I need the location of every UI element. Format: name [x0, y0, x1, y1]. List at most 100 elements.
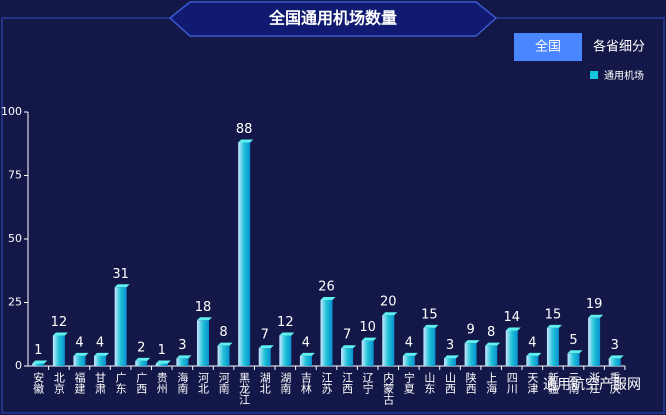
bar	[52, 335, 65, 366]
value-label: 4	[405, 335, 413, 350]
value-label: 4	[75, 335, 83, 350]
bar-cap	[546, 324, 562, 328]
x-tick-label: 重庆	[608, 371, 621, 395]
value-label: 8	[219, 325, 227, 340]
x-tick-label: 陕西	[464, 371, 477, 394]
x-tick-label: 吉林	[299, 372, 312, 394]
bar	[341, 348, 354, 366]
x-tick-label: 新疆	[546, 371, 559, 394]
x-tick-label: 云南	[567, 372, 580, 394]
bar	[73, 355, 86, 366]
x-tick-label: 北京	[52, 372, 65, 395]
bar-cap	[526, 352, 542, 356]
x-tick-label: 浙江	[588, 372, 601, 394]
bar-cap	[176, 355, 192, 359]
value-label: 12	[51, 315, 68, 330]
value-label: 12	[277, 315, 294, 330]
bar	[320, 299, 333, 366]
value-label: 4	[302, 335, 310, 350]
value-label: 8	[487, 325, 495, 340]
bar-cap	[52, 332, 68, 336]
value-label: 3	[446, 338, 454, 353]
x-tick-label: 江西	[341, 372, 354, 394]
bar	[423, 327, 436, 366]
bar-cap	[73, 352, 89, 356]
button-national[interactable]	[514, 33, 582, 61]
bar-cap	[485, 342, 501, 346]
y-tick-label: 50	[8, 232, 22, 245]
bar	[196, 320, 209, 366]
bar	[238, 142, 251, 366]
bar	[217, 345, 230, 366]
bar-cap	[382, 312, 398, 316]
value-label: 20	[380, 295, 397, 310]
bar	[299, 355, 312, 366]
bar	[567, 353, 580, 366]
x-tick-label: 辽宁	[361, 372, 374, 394]
bar-cap	[114, 284, 130, 288]
x-tick-label: 上海	[485, 372, 498, 395]
button-label[interactable]: 全国	[535, 39, 561, 55]
bar	[546, 327, 559, 366]
y-tick-label: 0	[15, 359, 22, 372]
bar	[135, 360, 148, 366]
value-label: 1	[34, 343, 42, 358]
bar	[485, 345, 498, 366]
bar-cap	[567, 350, 583, 354]
bar-cap	[94, 352, 110, 356]
bar-cap	[423, 324, 439, 328]
legend-label: 通用机场	[604, 69, 644, 82]
bar	[382, 315, 395, 366]
value-label: 88	[236, 122, 253, 137]
x-tick-label: 山西	[444, 372, 457, 394]
value-label: 4	[96, 335, 104, 350]
bar-cap	[196, 317, 212, 321]
bar-cap	[505, 327, 521, 331]
bar	[526, 355, 539, 366]
value-label: 3	[178, 338, 186, 353]
bar-cap	[402, 352, 418, 356]
x-tick-label: 海南	[176, 371, 189, 394]
x-tick-label: 山东	[423, 372, 436, 394]
button-label[interactable]: 各省细分	[593, 39, 645, 55]
y-tick-label: 25	[8, 296, 22, 309]
value-label: 10	[359, 320, 376, 335]
bar	[114, 287, 127, 366]
bar	[588, 317, 601, 366]
value-label: 4	[528, 335, 536, 350]
bar	[464, 343, 477, 366]
bar-cap	[320, 296, 336, 300]
value-label: 3	[611, 338, 619, 353]
bar-cap	[279, 332, 295, 336]
value-label: 7	[261, 328, 269, 343]
bar-cap	[238, 139, 254, 143]
legend-swatch	[590, 71, 598, 79]
bar-cap	[444, 355, 460, 359]
bar	[361, 340, 374, 366]
bar-cap	[155, 360, 171, 364]
x-tick-label: 江苏	[320, 372, 333, 395]
bar	[505, 330, 518, 366]
title-bar	[168, 1, 498, 37]
bar-cap	[341, 345, 357, 349]
x-tick-label: 湖北	[258, 372, 271, 394]
y-tick-label: 100	[1, 105, 22, 118]
bar-cap	[361, 337, 377, 341]
chart-title: 全国通用机场数量	[268, 9, 397, 28]
x-tick-label: 广东	[114, 372, 127, 394]
bar-cap	[464, 340, 480, 344]
bar-cap	[588, 314, 604, 318]
x-tick-label: 黑龙江	[238, 372, 251, 405]
bar-cap	[32, 360, 48, 364]
bar	[402, 355, 415, 366]
value-label: 31	[112, 267, 129, 282]
x-tick-label: 四川	[505, 372, 518, 394]
x-tick-label: 广西	[135, 372, 148, 394]
x-tick-label: 河南	[217, 372, 230, 394]
bar	[32, 363, 45, 366]
value-label: 5	[569, 333, 577, 348]
value-label: 14	[504, 310, 521, 325]
x-tick-label: 河北	[196, 372, 209, 394]
